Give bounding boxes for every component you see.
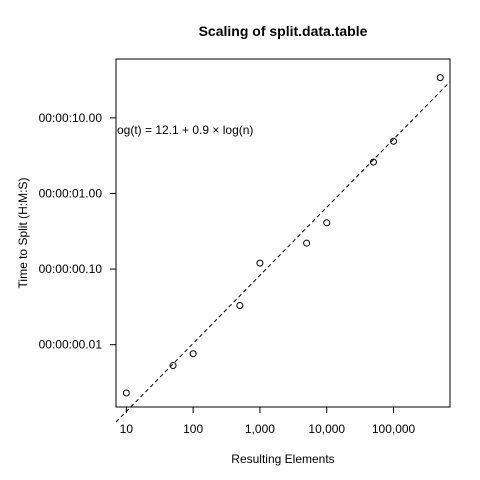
points-layer <box>122 74 444 397</box>
data-point-6 <box>303 239 311 247</box>
y-tick-label-3: 00:00:01.00 <box>39 186 103 200</box>
data-point-8 <box>369 158 377 166</box>
x-tick-label-4: 10,000 <box>308 422 345 436</box>
x-tick-label-2: 100 <box>183 422 203 436</box>
data-point-5 <box>256 259 264 267</box>
y-tick-label-4: 00:00:10.00 <box>39 111 103 125</box>
data-point-7 <box>323 219 331 227</box>
x-tick-label-3: 1,000 <box>245 422 275 436</box>
data-point-2 <box>169 362 177 370</box>
plot-frame <box>115 58 451 408</box>
data-point-10 <box>436 74 444 82</box>
data-point-4 <box>236 301 244 309</box>
y-axis-label: Time to Split (H:M:S) <box>16 178 30 289</box>
data-point-9 <box>390 137 398 145</box>
y-tick-label-2: 00:00:00.10 <box>39 262 103 276</box>
x-axis: 10 100 1,000 10,000 100,000 <box>120 407 416 436</box>
fit-line-layer <box>115 81 451 423</box>
y-tick-label-1: 00:00:00.01 <box>39 338 103 352</box>
x-tick-label-5: 100,000 <box>372 422 416 436</box>
x-axis-label: Resulting Elements <box>231 452 334 466</box>
chart-title: Scaling of split.data.table <box>199 23 368 39</box>
fit-line <box>115 81 451 423</box>
data-point-1 <box>122 389 130 397</box>
data-point-3 <box>189 350 197 358</box>
y-axis: 00:00:00.01 00:00:00.10 00:00:01.00 00:00:1… <box>39 111 116 352</box>
regression-annotation: og(t) = 12.1 + 0.9 × log(n) <box>117 123 253 137</box>
x-tick-label-1: 10 <box>120 422 134 436</box>
